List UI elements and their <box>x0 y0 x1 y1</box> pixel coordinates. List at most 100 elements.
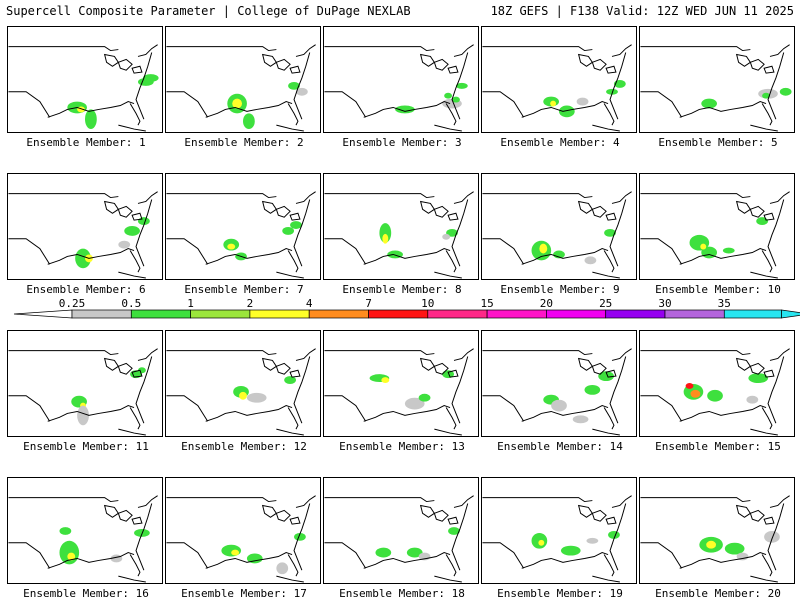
ensemble-map-3 <box>324 44 474 132</box>
map-outline <box>609 191 632 267</box>
ensemble-panel-8 <box>323 173 479 280</box>
map-outline <box>434 575 462 583</box>
map-outline <box>749 58 765 71</box>
ensemble-member-label: Ensemble Member: 5 <box>658 136 778 149</box>
scp-area <box>227 243 236 250</box>
map-outline <box>419 357 436 371</box>
ensemble-member-label: Ensemble Member: 8 <box>342 283 462 296</box>
colorbar-segment <box>130 309 191 319</box>
ensemble-member-label: Ensemble Member: 18 <box>339 587 465 600</box>
map-outline <box>117 509 133 522</box>
map-outline <box>592 575 620 583</box>
map-outline <box>8 46 119 52</box>
scp-area <box>748 373 769 384</box>
map-outline <box>451 495 474 571</box>
colorbar-left-arrow <box>13 309 73 319</box>
map-outline <box>363 248 451 265</box>
scp-area <box>452 96 460 103</box>
map-outline <box>591 362 607 375</box>
ensemble-member-label: Ensemble Member: 14 <box>497 440 623 453</box>
scp-area <box>706 540 717 549</box>
map-outline <box>293 191 316 267</box>
map-outline <box>434 428 462 436</box>
ensemble-member-label: Ensemble Member: 16 <box>23 587 149 600</box>
scp-area <box>756 217 769 226</box>
map-outline <box>261 357 278 371</box>
scp-area <box>231 549 240 556</box>
colorbar-tick-label: 0.25 <box>59 297 86 310</box>
scp-area <box>239 391 247 400</box>
map-outline <box>166 91 209 118</box>
ensemble-member-label: Ensemble Member: 17 <box>181 587 307 600</box>
scp-area <box>442 370 454 379</box>
map-outline <box>482 91 525 118</box>
map-outline <box>131 516 143 525</box>
scp-area <box>284 376 296 384</box>
scp-area <box>455 82 468 89</box>
colorbar-tick-label: 1 <box>187 297 194 310</box>
ensemble-map-15 <box>640 348 790 436</box>
ensemble-member-label: Ensemble Member: 13 <box>339 440 465 453</box>
ensemble-panel-2 <box>165 26 321 133</box>
scp-area <box>701 98 717 109</box>
ensemble-member-label: Ensemble Member: 12 <box>181 440 307 453</box>
colorbar-segment <box>723 309 782 319</box>
map-outline <box>763 369 775 378</box>
map-outline <box>261 504 278 518</box>
map-outline <box>135 495 158 571</box>
ensemble-panel-19 <box>481 477 637 584</box>
map-outline <box>749 362 765 375</box>
scp-area <box>442 233 451 240</box>
ensemble-member-label: Ensemble Member: 6 <box>26 283 146 296</box>
map-outline <box>433 205 449 218</box>
map-outline <box>103 357 120 371</box>
map-outline <box>363 552 451 569</box>
map-outline <box>451 348 474 424</box>
map-outline <box>324 91 367 118</box>
ensemble-member-label: Ensemble Member: 2 <box>184 136 304 149</box>
map-outline <box>276 575 304 583</box>
map-outline <box>8 350 119 356</box>
map-outline <box>117 362 133 375</box>
map-outline <box>482 395 525 422</box>
map-outline <box>131 369 143 378</box>
map-outline <box>47 101 135 118</box>
ensemble-panel-3 <box>323 26 479 133</box>
scp-area <box>606 88 618 95</box>
map-outline <box>735 357 752 371</box>
map-outline <box>679 552 767 569</box>
map-outline <box>261 200 278 214</box>
map-outline <box>482 193 593 199</box>
ensemble-panel-15 <box>639 330 795 437</box>
map-outline <box>603 554 615 577</box>
colorbar-tick-label: 2 <box>247 297 254 310</box>
ensemble-map-1 <box>8 44 159 132</box>
map-outline <box>640 46 751 52</box>
map-outline <box>434 124 462 132</box>
map-outline <box>118 124 146 132</box>
ensemble-panel-4 <box>481 26 637 133</box>
scp-area <box>379 223 392 243</box>
ensemble-map-2 <box>166 44 316 132</box>
map-outline <box>609 348 632 424</box>
scp-area <box>576 97 589 106</box>
colorbar-tick-label: 20 <box>540 297 553 310</box>
map-outline <box>166 395 209 422</box>
scp-area <box>584 384 601 395</box>
map-outline <box>103 53 120 67</box>
map-outline <box>275 509 291 522</box>
map-outline <box>289 212 301 221</box>
map-outline <box>603 407 615 430</box>
ensemble-map-9 <box>482 191 632 279</box>
map-outline <box>8 497 119 503</box>
ensemble-map-12 <box>166 348 316 436</box>
scp-area <box>550 100 557 107</box>
colorbar-right-arrow <box>781 309 800 319</box>
map-outline <box>117 58 133 71</box>
map-outline <box>609 44 632 120</box>
map-outline <box>750 124 778 132</box>
scp-area <box>294 532 306 541</box>
scp-area <box>85 109 97 130</box>
map-outline <box>261 53 278 67</box>
scp-area <box>724 542 745 555</box>
